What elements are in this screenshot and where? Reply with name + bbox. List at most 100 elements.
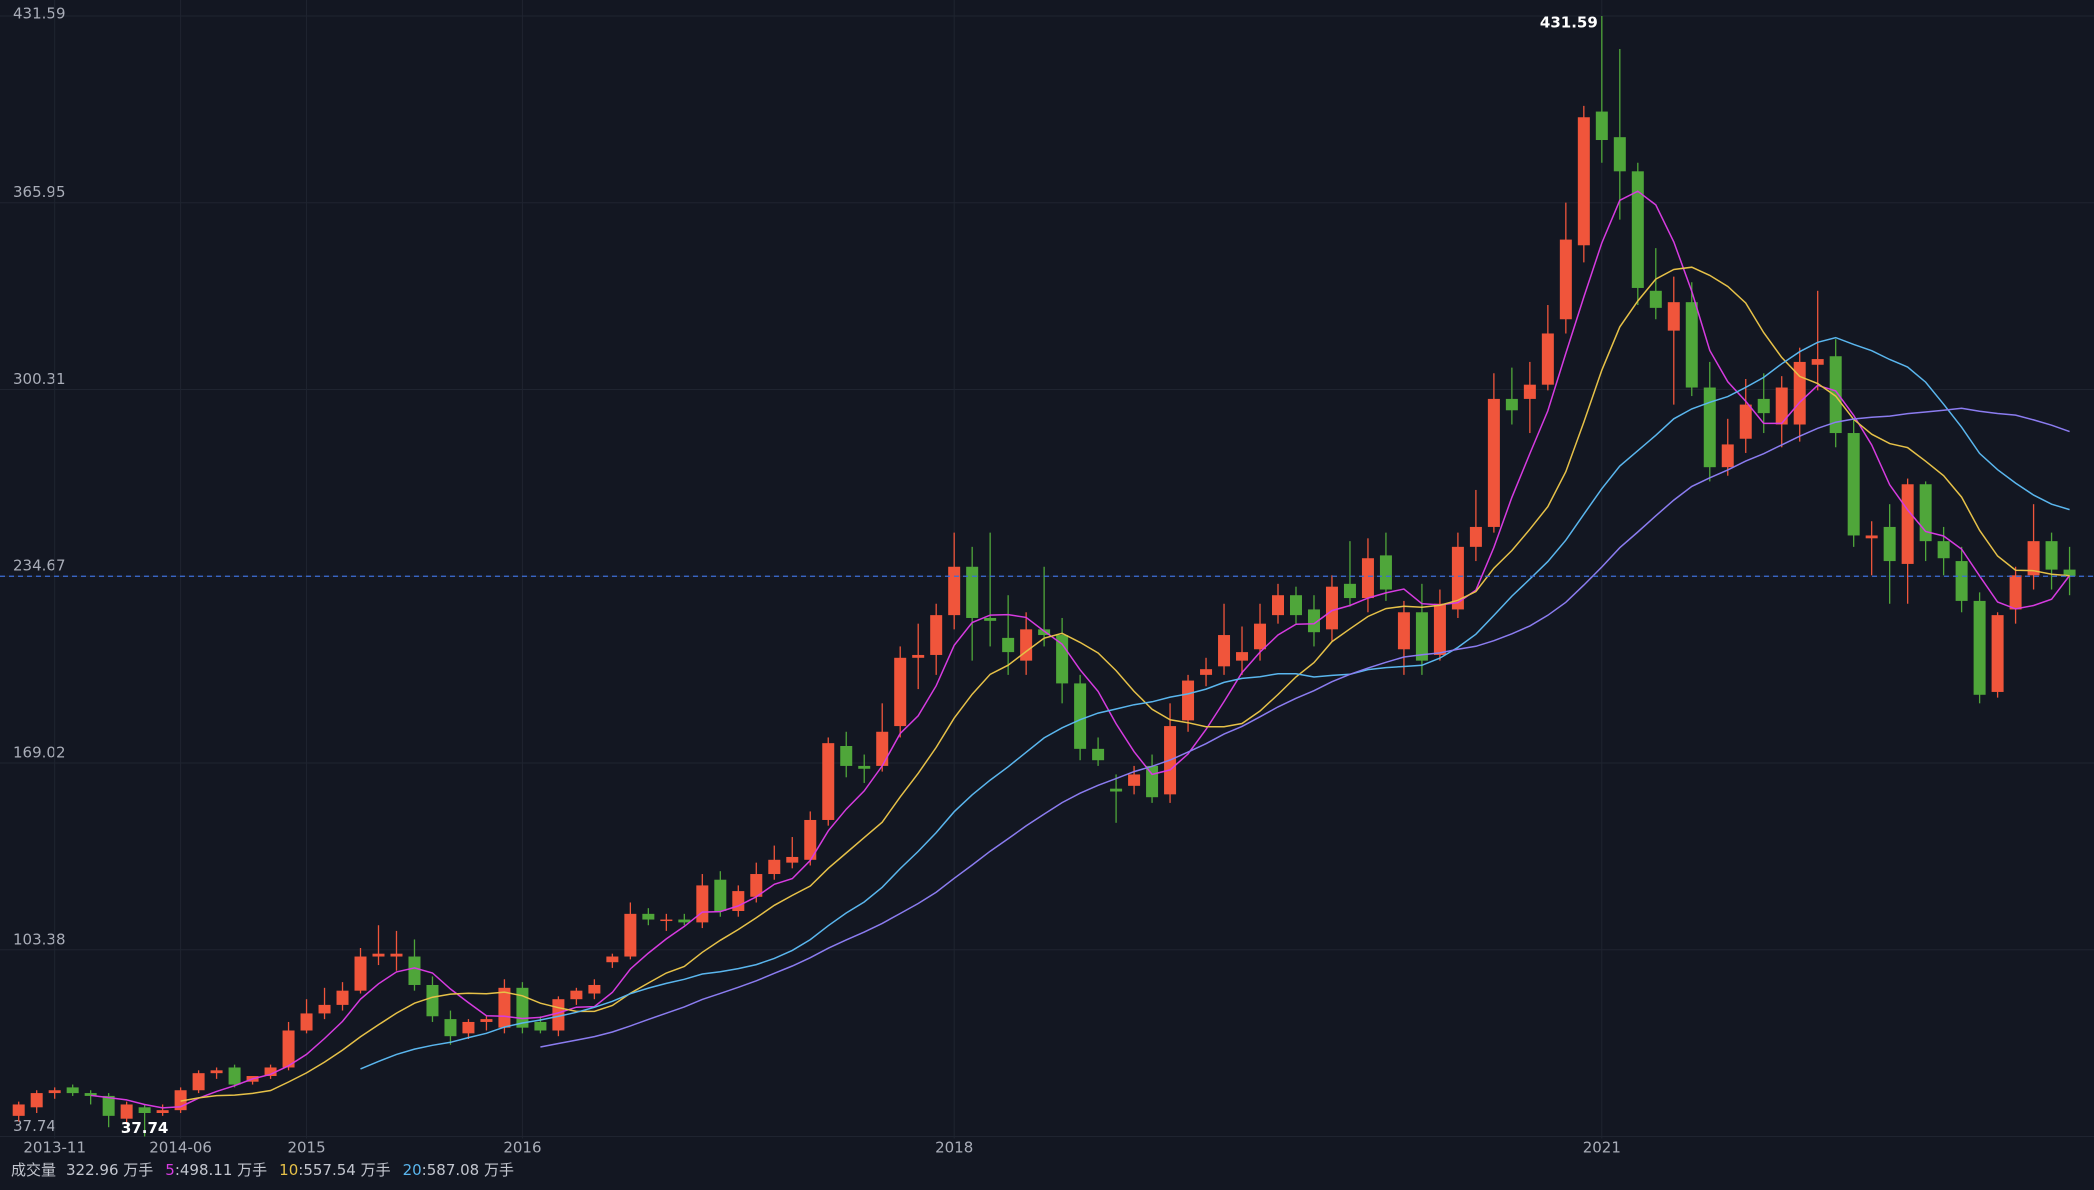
candle-body	[1325, 586, 1338, 630]
candle-body	[1505, 398, 1518, 411]
candle-body	[336, 990, 349, 1005]
candle-body	[1487, 398, 1500, 527]
y-tick-label: 234.67	[13, 557, 66, 575]
candle-body	[948, 566, 961, 616]
y-tick-label: 431.59	[13, 5, 66, 23]
candle-body	[1847, 433, 1860, 536]
candle-body	[1451, 546, 1464, 610]
volume-legend: 成交量 322.96 万手 5:498.11 万手 10:557.54 万手 20:58…	[11, 1161, 514, 1179]
candle-body	[624, 913, 637, 957]
candle-body	[318, 1004, 331, 1014]
candle-body	[1469, 526, 1482, 547]
candle-body	[1559, 239, 1572, 320]
candle-body	[1667, 302, 1680, 331]
volume-average-name: 20	[403, 1161, 422, 1179]
candle-body	[2063, 569, 2076, 577]
volume-average-separator: :	[298, 1161, 303, 1179]
candle-body	[984, 617, 997, 621]
volume-average-separator: :	[175, 1161, 180, 1179]
moving-average-line	[180, 266, 2070, 1102]
candle-body	[1146, 765, 1159, 798]
candle-body	[1182, 680, 1195, 721]
y-tick-label: 300.31	[13, 370, 66, 388]
candle-body	[1757, 398, 1770, 414]
candle-body	[84, 1093, 97, 1096]
candle-body	[1955, 561, 1968, 601]
candle-body	[1433, 603, 1446, 655]
candle-body	[804, 819, 817, 860]
candle-body	[192, 1073, 205, 1091]
candle-body	[588, 984, 601, 994]
candle-body	[1937, 541, 1950, 559]
candle-body	[1901, 484, 1914, 564]
candle-body	[156, 1110, 169, 1114]
moving-average-line	[360, 336, 2070, 1070]
candle-body	[66, 1087, 79, 1094]
candle-body	[1703, 387, 1716, 468]
candle-body	[894, 657, 907, 727]
candle-body	[390, 953, 403, 957]
candle-body	[1523, 384, 1536, 399]
candle-body	[426, 984, 439, 1017]
volume-average-name: 5	[165, 1161, 175, 1179]
candle-body	[1541, 333, 1554, 385]
y-tick-label: 37.74	[13, 1117, 56, 1135]
candle-body	[264, 1067, 277, 1077]
candle-body	[462, 1021, 475, 1034]
candle-body	[1200, 669, 1213, 675]
candle-body	[12, 1104, 25, 1116]
x-tick-label: 2016	[503, 1139, 541, 1157]
candle-body	[678, 919, 691, 923]
candle-body	[768, 859, 781, 875]
candle-body	[2027, 541, 2040, 576]
moving-average-line	[540, 407, 2070, 1048]
candle-body	[498, 987, 511, 1028]
candle-body	[642, 913, 655, 920]
candle-body	[1811, 359, 1824, 365]
x-tick-label: 2013-11	[23, 1139, 86, 1157]
candle-body	[2045, 541, 2058, 570]
y-tick-label: 103.38	[13, 930, 66, 948]
candle-body	[354, 956, 367, 991]
candle-body	[282, 1030, 295, 1068]
candle-body	[1218, 635, 1231, 667]
low-label: 37.74	[121, 1119, 168, 1137]
candle-body	[858, 765, 871, 769]
candle-body	[1254, 623, 1267, 650]
candle-body	[714, 879, 727, 912]
candle-body	[534, 1021, 547, 1031]
candle-body	[1361, 558, 1374, 599]
candle-body	[1577, 117, 1590, 246]
candle-body	[1236, 652, 1249, 661]
candle-body	[1721, 444, 1734, 468]
candle-body	[480, 1019, 493, 1022]
high-label: 431.59	[1540, 14, 1598, 32]
volume-label: 成交量	[11, 1161, 56, 1179]
candle-body	[1991, 615, 2004, 692]
candle-body	[210, 1070, 223, 1074]
candle-body	[102, 1095, 115, 1116]
volume-value: 322.96 万手	[66, 1161, 153, 1179]
candle-body	[48, 1090, 61, 1094]
candle-body	[1092, 748, 1105, 761]
candle-body	[1973, 600, 1986, 695]
candle-body	[1343, 583, 1356, 599]
candle-body	[1649, 290, 1662, 308]
candle-body	[1775, 387, 1788, 425]
x-tick-label: 2014-06	[149, 1139, 212, 1157]
candle-body	[1613, 137, 1626, 172]
x-tick-label: 2015	[287, 1139, 325, 1157]
candle-body	[1002, 637, 1015, 653]
candle-body	[138, 1107, 151, 1114]
candle-body	[1056, 635, 1069, 684]
moving-average-line	[90, 190, 2071, 1109]
candle-body	[1829, 356, 1842, 434]
candle-body	[372, 953, 385, 957]
candle-body	[786, 856, 799, 863]
candle-body	[876, 731, 889, 766]
candle-body	[120, 1104, 133, 1119]
volume-average-name: 10	[279, 1161, 298, 1179]
candle-body	[1379, 555, 1392, 590]
